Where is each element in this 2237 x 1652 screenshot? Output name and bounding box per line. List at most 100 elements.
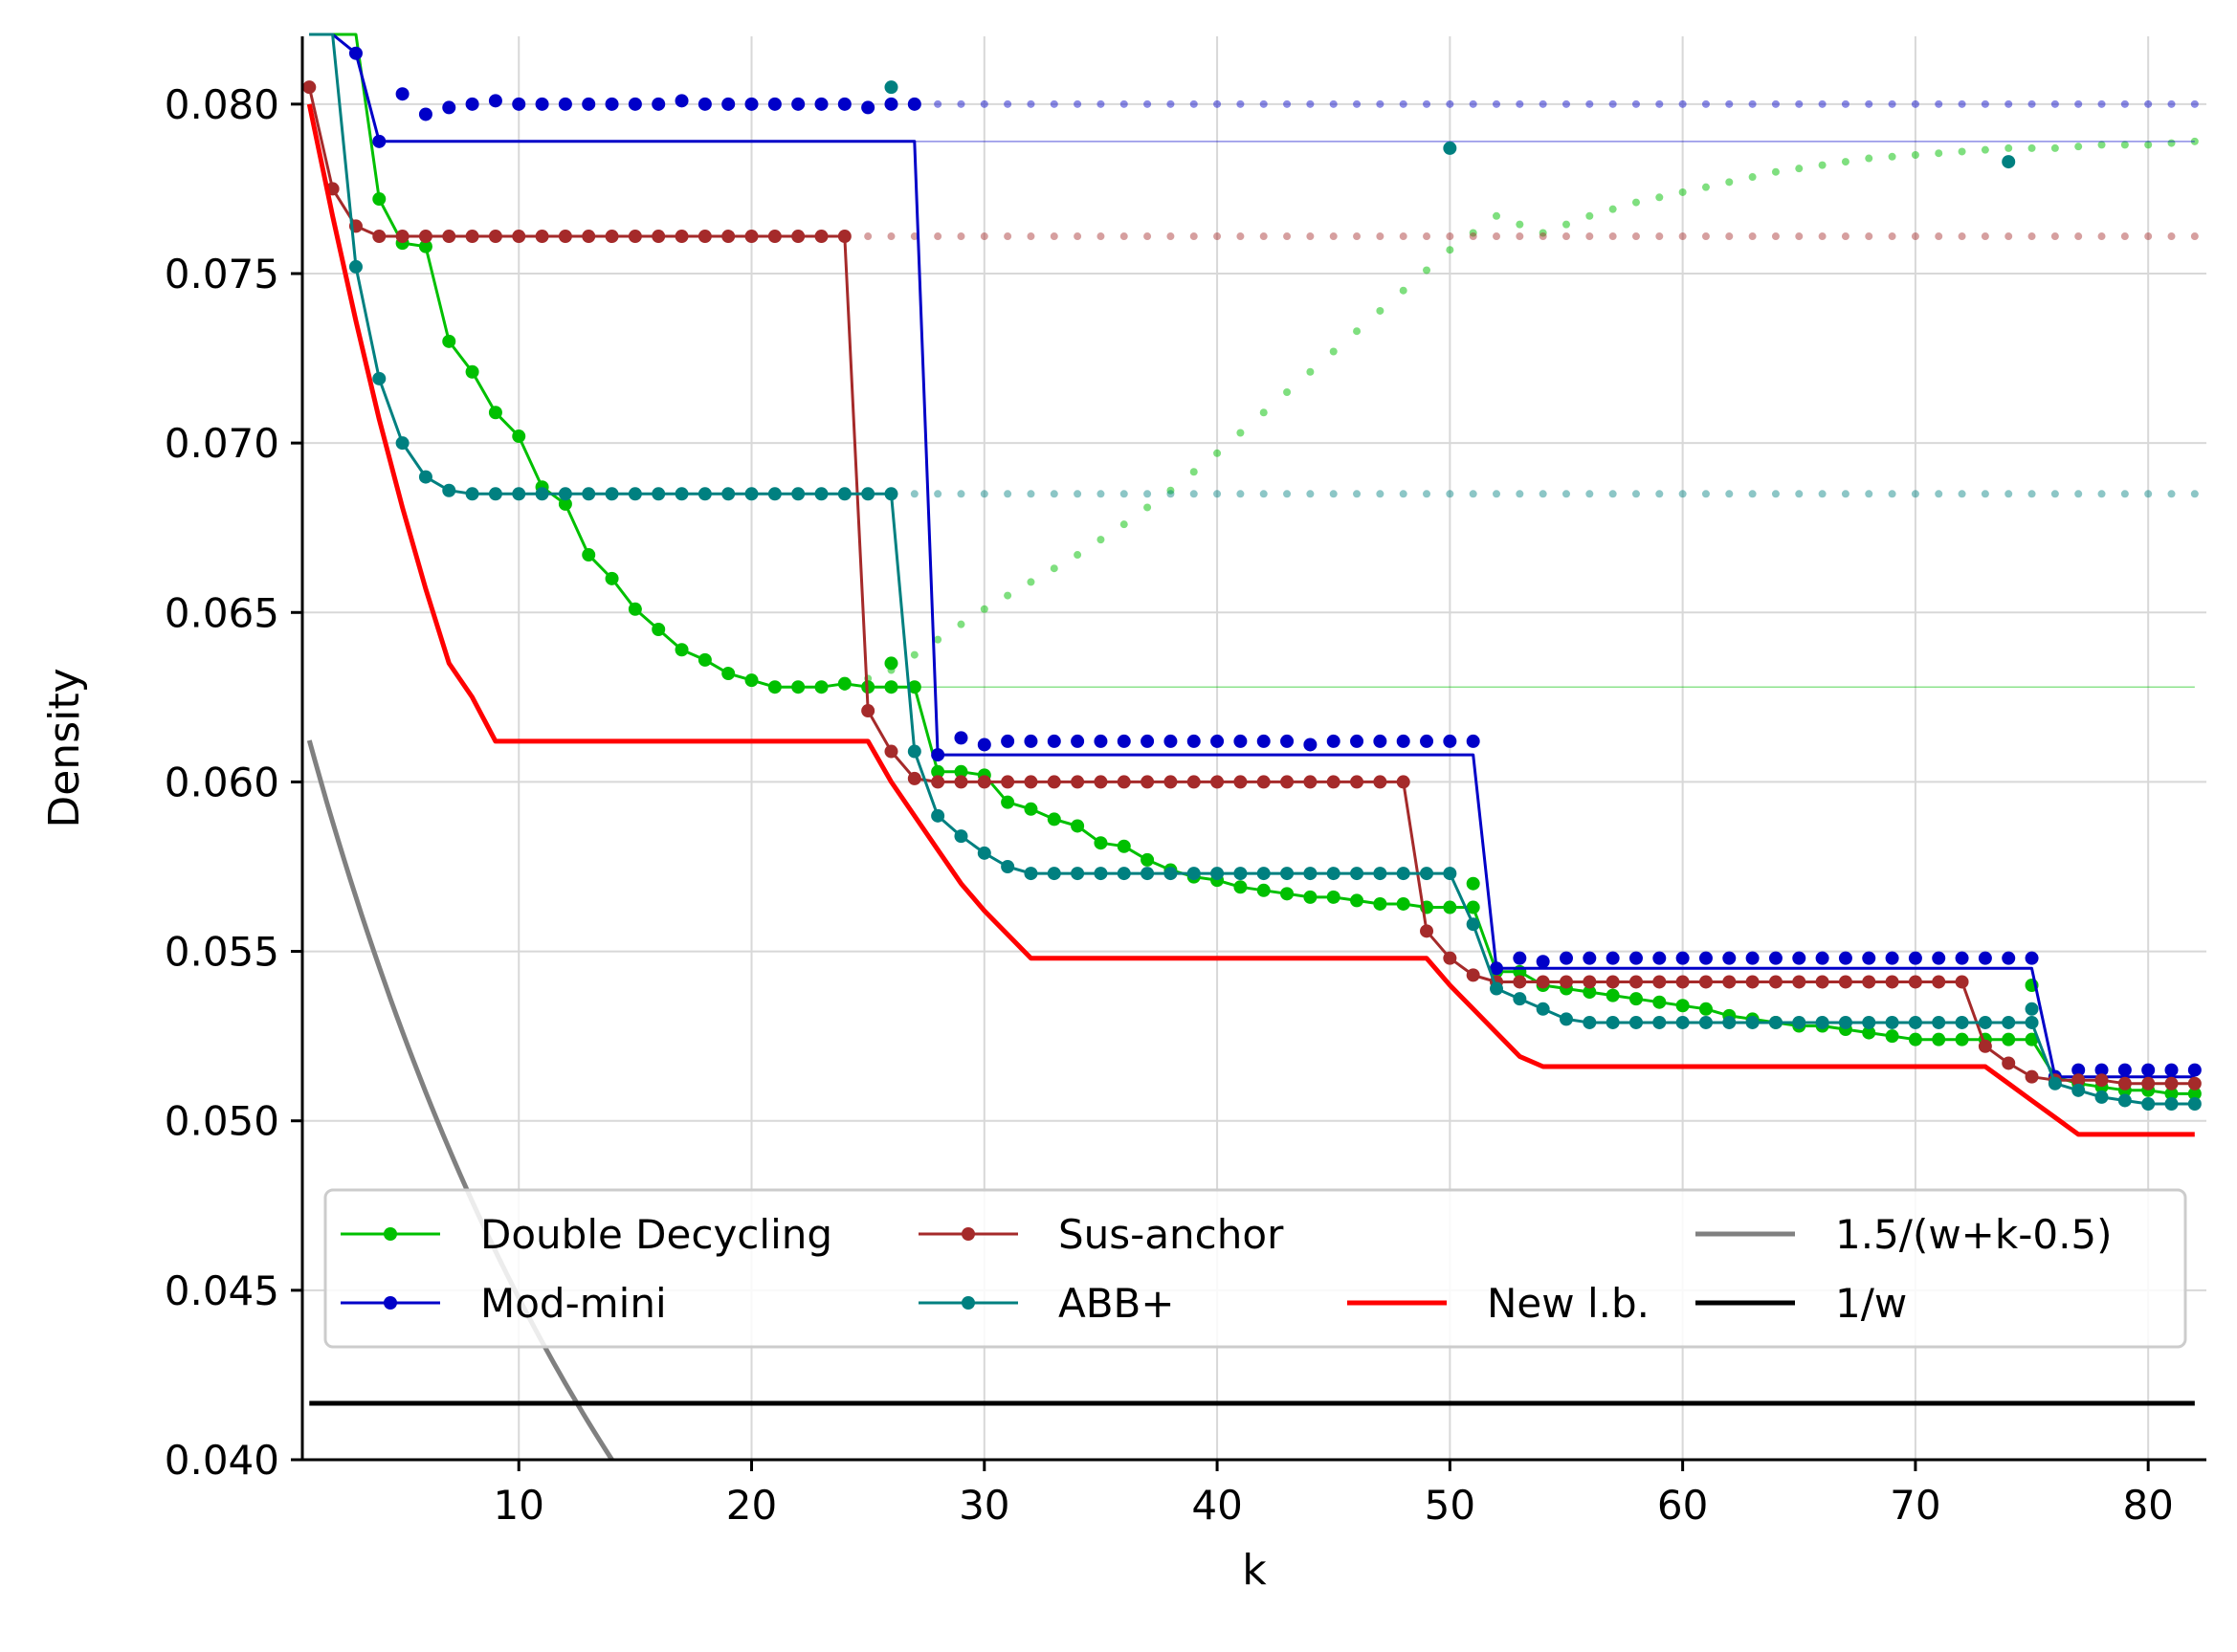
mod-mini-point <box>1908 951 1922 965</box>
sus-anchor-point <box>395 230 410 244</box>
sus-anchor-point <box>1536 975 1550 989</box>
double-decycling-dotted-point <box>2120 141 2129 149</box>
sus-anchor-dotted-point <box>2144 232 2153 241</box>
sus-anchor-dotted-point <box>1725 232 1734 241</box>
mod-mini-point <box>1163 734 1178 748</box>
legend-abb-marker <box>962 1296 975 1310</box>
mod-mini-point <box>1047 734 1061 748</box>
abb-point <box>1280 867 1295 881</box>
abb-point <box>2002 155 2016 169</box>
sus-anchor-point <box>488 230 502 244</box>
legend-double-decycling-marker <box>384 1227 397 1241</box>
mod-mini-dotted-point <box>1841 99 1849 108</box>
abb-point <box>1024 867 1038 881</box>
sus-anchor-point <box>558 230 572 244</box>
mod-mini-dotted-point <box>1655 99 1664 108</box>
double-decycling-point <box>1256 883 1271 897</box>
mod-mini-point <box>1350 734 1364 748</box>
x-tick-label: 60 <box>1657 1482 1708 1529</box>
abb-point <box>558 487 572 501</box>
abb-dotted-point <box>1074 490 1082 498</box>
abb-point <box>1071 867 1085 881</box>
double-decycling-point <box>2002 1032 2016 1046</box>
mod-mini-point <box>395 87 410 101</box>
mod-mini-dotted-point <box>1189 99 1198 108</box>
sus-anchor-dotted-point <box>1423 232 1431 241</box>
mod-mini-point <box>1071 734 1085 748</box>
mod-mini-dotted-point <box>1004 99 1012 108</box>
sus-anchor-dotted-point <box>910 232 919 241</box>
mod-mini-dotted-point <box>1539 99 1547 108</box>
double-decycling-point <box>1396 896 1410 911</box>
sus-anchor-dotted-point <box>1259 232 1268 241</box>
abb-point <box>2025 1002 2039 1016</box>
sus-anchor-dotted-point <box>1771 232 1780 241</box>
sus-anchor-point <box>907 771 921 785</box>
sus-anchor-point <box>1001 775 1015 789</box>
sus-anchor-point <box>2025 1069 2039 1084</box>
sus-anchor-dotted-point <box>1166 232 1175 241</box>
abb-point <box>1466 917 1480 932</box>
abb-dotted-point <box>1608 490 1617 498</box>
y-tick-label: 0.075 <box>165 251 279 297</box>
double-decycling-dotted-point <box>2074 143 2083 151</box>
abb-point <box>1606 1015 1620 1029</box>
legend-mod-mini-label: Mod-mini <box>480 1280 667 1327</box>
mod-mini-point <box>1745 951 1760 965</box>
mod-mini-point <box>512 97 526 111</box>
abb-dotted-point <box>1771 490 1780 498</box>
mod-mini-point <box>582 97 596 111</box>
sus-anchor-dotted-point <box>1189 232 1198 241</box>
abb-point <box>1210 867 1225 881</box>
sus-anchor-point <box>1838 975 1852 989</box>
sus-anchor-dotted-point <box>1935 232 1943 241</box>
double-decycling-point <box>628 602 642 616</box>
sus-anchor-point <box>1350 775 1364 789</box>
abb-point <box>1698 1015 1713 1029</box>
sus-anchor-point <box>675 230 689 244</box>
mod-mini-point <box>348 46 363 60</box>
sus-anchor-point <box>977 775 991 789</box>
mod-mini-dotted-point <box>2004 99 2013 108</box>
abb-point <box>2164 1097 2179 1111</box>
mod-mini-dotted-point <box>1096 99 1105 108</box>
double-decycling-point <box>582 548 596 562</box>
double-decycling-point <box>1675 999 1690 1013</box>
double-decycling-dotted-point <box>1004 591 1012 600</box>
abb-dotted-point <box>1189 490 1198 498</box>
mod-mini-dotted-point <box>1585 99 1594 108</box>
1-5-w-k-0-5-line <box>306 739 615 1460</box>
sus-anchor-dotted-point <box>1795 232 1804 241</box>
double-decycling-point <box>1024 802 1038 816</box>
double-decycling-dotted-point <box>1655 193 1664 202</box>
sus-anchor-point <box>2071 1073 2086 1088</box>
mod-mini-point <box>1583 951 1597 965</box>
sus-anchor-point <box>1559 975 1573 989</box>
sus-anchor-point <box>1606 975 1620 989</box>
abb-point <box>395 436 410 451</box>
mod-mini-dotted-point <box>1050 99 1058 108</box>
mod-mini-point <box>1513 951 1527 965</box>
double-decycling-dotted-point <box>2144 141 2153 149</box>
mod-mini-dotted-point <box>1678 99 1687 108</box>
sus-anchor-point <box>1768 975 1783 989</box>
mod-mini-dotted-point <box>1446 99 1454 108</box>
mod-mini-point <box>1141 734 1155 748</box>
sus-anchor-dotted-point <box>1561 232 1570 241</box>
sus-anchor-dotted-point <box>1074 232 1082 241</box>
double-decycling-dotted-point <box>1701 183 1710 191</box>
mod-mini-dotted-point <box>1353 99 1362 108</box>
sus-anchor-point <box>837 230 852 244</box>
sus-anchor-point <box>884 744 898 759</box>
new-l-b-line <box>306 103 2195 1137</box>
double-decycling-dotted-point <box>1027 578 1035 586</box>
sus-anchor-dotted-point <box>2097 232 2106 241</box>
mod-mini-point <box>2002 951 2016 965</box>
legend-sus-anchor-marker <box>962 1227 975 1241</box>
mod-mini-point <box>1396 734 1410 748</box>
abb-dotted-point <box>1329 490 1338 498</box>
mod-mini-dotted-point <box>1399 99 1407 108</box>
abb-dotted-point <box>2050 490 2059 498</box>
abb-point <box>767 487 782 501</box>
double-decycling-dotted-point <box>2027 143 2036 152</box>
